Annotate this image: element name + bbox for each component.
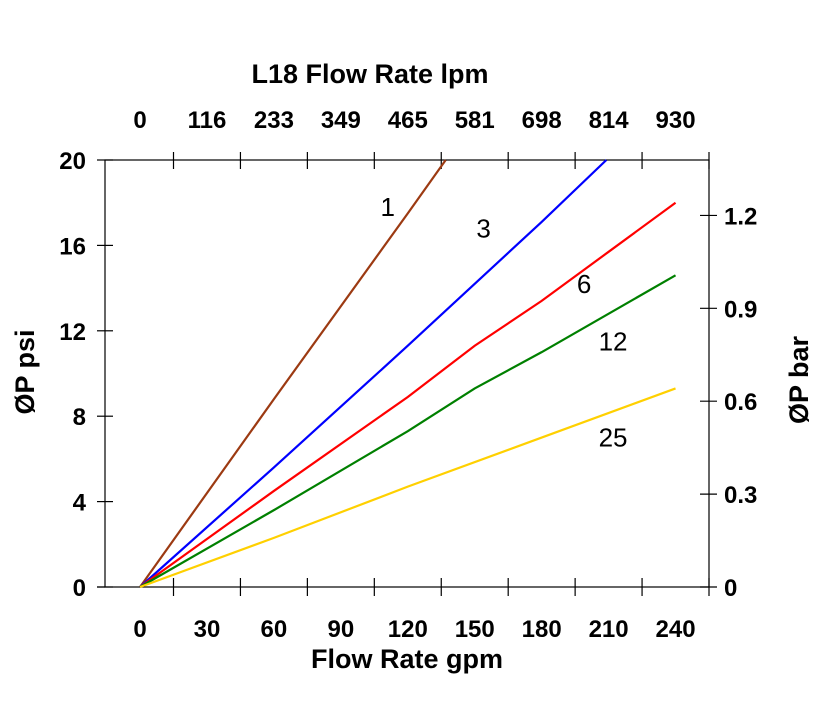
x-tick-label: 60 bbox=[261, 616, 288, 643]
x-tick-label: 90 bbox=[327, 616, 354, 643]
y2-tick-label: 0 bbox=[724, 575, 737, 602]
x-tick-label: 30 bbox=[194, 616, 221, 643]
x-axis-label: Flow Rate gpm bbox=[311, 644, 503, 674]
series-line-3 bbox=[139, 159, 608, 588]
top-tick-label: 698 bbox=[522, 107, 562, 134]
series-label-3: 3 bbox=[476, 213, 490, 243]
y-tick-label: 20 bbox=[59, 148, 86, 175]
top-tick-label: 930 bbox=[656, 107, 696, 134]
series-label-25: 25 bbox=[599, 423, 628, 453]
y-tick-label: 4 bbox=[73, 490, 87, 517]
series-line-6 bbox=[139, 201, 677, 588]
series-line-12 bbox=[139, 274, 677, 588]
x-tick-label: 150 bbox=[455, 616, 495, 643]
y2-tick-label: 0.6 bbox=[724, 389, 757, 416]
top-tick-label: 814 bbox=[589, 107, 630, 134]
series-line-25 bbox=[139, 387, 676, 589]
series-label-6: 6 bbox=[577, 269, 591, 299]
series-label-12: 12 bbox=[599, 326, 628, 356]
x-tick-label: 0 bbox=[133, 616, 146, 643]
x-tick-label: 180 bbox=[522, 616, 562, 643]
chart-title: L18 Flow Rate lpm bbox=[251, 59, 488, 89]
series-label-1: 1 bbox=[380, 192, 394, 222]
y2-tick-label: 1.2 bbox=[724, 203, 757, 230]
plot-frame bbox=[104, 159, 710, 588]
series-line-1 bbox=[139, 159, 447, 588]
top-tick-label: 233 bbox=[254, 107, 294, 134]
top-tick-label: 0 bbox=[133, 107, 146, 134]
x-tick-label: 210 bbox=[589, 616, 629, 643]
y-axis-label: ØP psi bbox=[10, 329, 40, 414]
y-tick-label: 12 bbox=[59, 319, 86, 346]
y2-tick-label: 0.3 bbox=[724, 482, 757, 509]
y-tick-label: 16 bbox=[59, 233, 86, 260]
y2-tick-label: 0.9 bbox=[724, 296, 757, 323]
x-tick-label: 240 bbox=[656, 616, 696, 643]
y-tick-label: 8 bbox=[73, 404, 86, 431]
y2-axis-label: ØP bar bbox=[784, 335, 814, 424]
top-tick-label: 465 bbox=[388, 107, 428, 134]
top-tick-label: 349 bbox=[321, 107, 361, 134]
top-tick-label: 116 bbox=[188, 107, 227, 134]
top-tick-label: 581 bbox=[455, 107, 495, 134]
y-tick-label: 0 bbox=[73, 575, 86, 602]
x-tick-label: 120 bbox=[388, 616, 428, 643]
